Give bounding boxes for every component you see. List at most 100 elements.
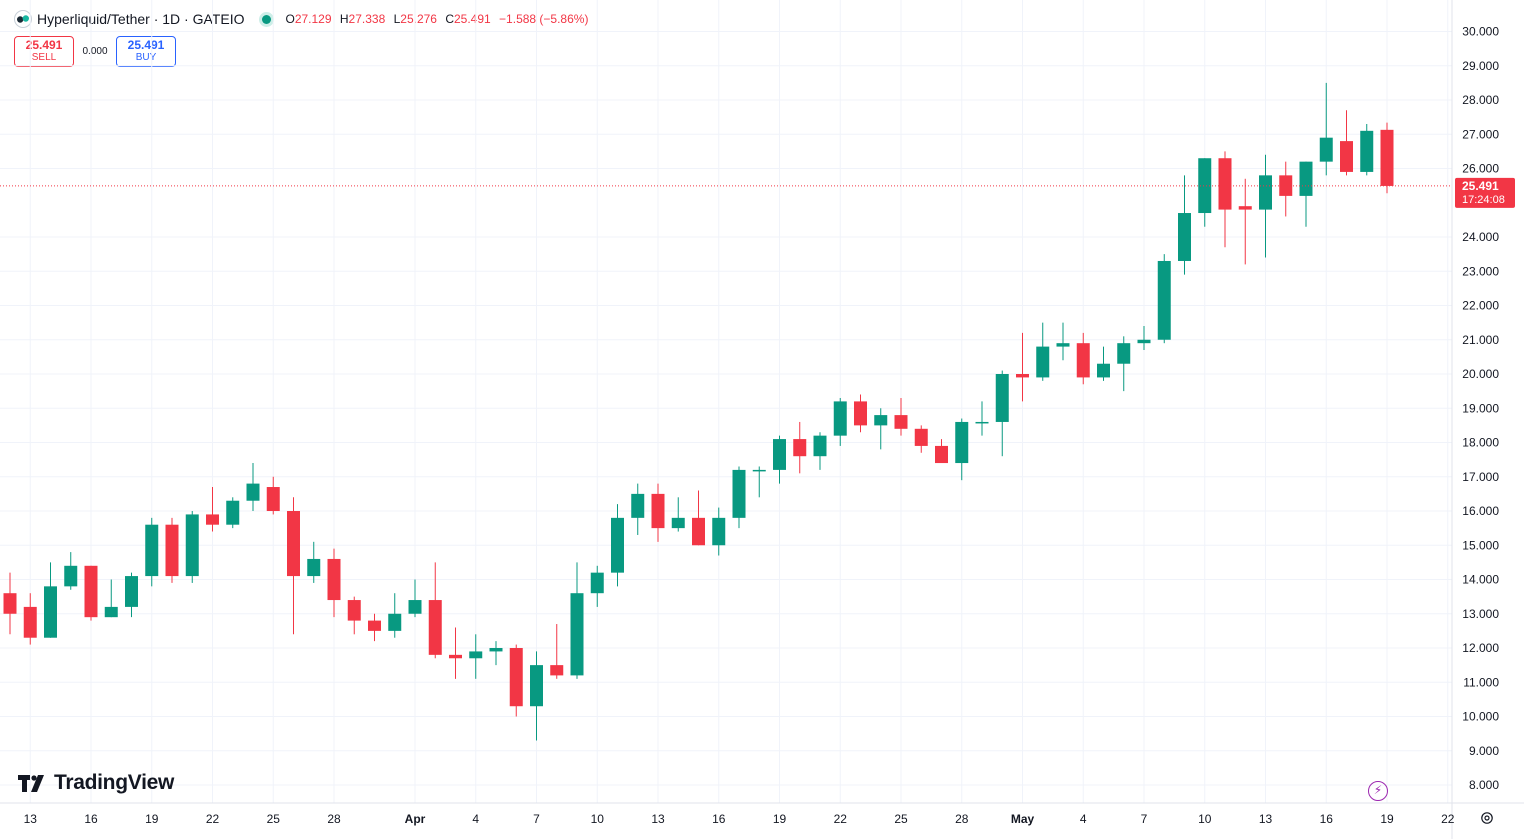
candle	[246, 463, 260, 511]
x-tick-label: 4	[1080, 812, 1087, 826]
candle	[671, 497, 685, 532]
candle-body	[449, 654, 462, 659]
candle-body	[590, 572, 604, 594]
candle-body	[854, 401, 867, 426]
y-tick-label: 20.000	[1462, 367, 1499, 381]
candle-body	[104, 606, 118, 618]
candle-body	[1056, 343, 1070, 347]
candle	[509, 644, 523, 717]
candle-body	[287, 511, 300, 577]
y-tick-label: 28.000	[1462, 93, 1499, 107]
candle-body	[327, 558, 341, 601]
candle-body	[833, 401, 847, 436]
candle-body	[246, 483, 260, 501]
candle-body	[1198, 158, 1212, 214]
candle-body	[874, 415, 888, 426]
x-tick-label: 22	[834, 812, 848, 826]
tradingview-logo[interactable]: TradingView	[18, 771, 174, 795]
candle	[388, 593, 402, 638]
candle-body	[550, 665, 564, 676]
symbol-title[interactable]: Hyperliquid/Tether · 1D · GATEIO	[37, 11, 245, 27]
candle-body	[955, 421, 969, 464]
ohlc-high-label: H	[339, 12, 349, 26]
candle-body	[226, 500, 240, 525]
candle-body	[1157, 260, 1171, 340]
candle-body	[3, 593, 17, 614]
candle-body	[44, 586, 57, 638]
candle	[469, 634, 483, 679]
candle-body	[1380, 129, 1394, 186]
buy-button[interactable]: 25.491 BUY	[116, 36, 176, 67]
candle	[1238, 178, 1252, 265]
candle-body	[368, 620, 381, 631]
candle	[104, 579, 118, 618]
x-tick-label: 4	[472, 812, 479, 826]
last-price-label: 25.491	[1462, 179, 1499, 193]
candle-body	[793, 439, 807, 457]
lightning-icon[interactable]: ⚡	[1368, 781, 1388, 801]
x-tick-label: 22	[206, 812, 220, 826]
y-tick-label: 27.000	[1462, 127, 1499, 141]
x-tick-label: May	[1011, 812, 1035, 826]
tradingview-logo-text: TradingView	[54, 771, 175, 794]
y-tick-label: 26.000	[1462, 162, 1499, 176]
y-tick-label: 9.000	[1469, 744, 1499, 758]
x-tick-label: 16	[1320, 812, 1334, 826]
candle-body	[1340, 141, 1353, 172]
settings-gear-icon[interactable]	[1480, 811, 1494, 825]
candle-body	[530, 665, 543, 707]
candle-body	[64, 565, 78, 587]
bar-countdown-label: 17:24:08	[1462, 194, 1505, 206]
candle-body	[732, 469, 746, 518]
y-tick-label: 17.000	[1462, 470, 1499, 484]
candle	[712, 507, 726, 556]
candle-body	[509, 648, 523, 707]
tradingview-logo-icon	[18, 774, 44, 792]
candle	[44, 562, 57, 638]
candle-body	[671, 517, 685, 529]
candle	[1218, 151, 1232, 248]
candle	[611, 504, 624, 587]
candle-body	[1360, 130, 1374, 172]
market-status-icon[interactable]	[262, 14, 272, 24]
candle-body	[611, 517, 624, 573]
candle	[894, 397, 908, 436]
x-tick-label: 13	[651, 812, 665, 826]
x-tick-label: 10	[1198, 812, 1212, 826]
candle-body	[23, 606, 37, 638]
candle-body	[631, 493, 645, 518]
candle-body	[1097, 363, 1110, 378]
candle	[1319, 82, 1333, 176]
x-tick-label: 28	[327, 812, 341, 826]
candle	[449, 627, 462, 679]
candle	[266, 476, 280, 515]
y-tick-label: 10.000	[1462, 710, 1499, 724]
y-tick-label: 24.000	[1462, 230, 1499, 244]
candle-body	[347, 600, 361, 621]
candle-body	[894, 415, 908, 429]
candle	[651, 483, 665, 542]
candle-body	[165, 524, 179, 577]
candle	[570, 562, 584, 679]
candle	[1279, 161, 1293, 217]
candle-body	[570, 593, 584, 676]
candle-body	[1117, 343, 1131, 364]
candle-body	[1178, 213, 1191, 261]
candle-body	[1238, 206, 1252, 210]
x-tick-label: Apr	[405, 812, 426, 826]
x-tick-label: 28	[955, 812, 969, 826]
x-tick-label: 16	[84, 812, 98, 826]
candle	[550, 624, 564, 679]
sell-button[interactable]: 25.491 SELL	[14, 36, 74, 67]
candle-body	[692, 517, 705, 546]
y-tick-label: 14.000	[1462, 573, 1499, 587]
x-tick-label: 7	[1141, 812, 1148, 826]
y-tick-label: 18.000	[1462, 436, 1499, 450]
x-tick-label: 25	[894, 812, 908, 826]
y-tick-label: 29.000	[1462, 59, 1499, 73]
buy-price: 25.491	[127, 38, 165, 52]
candle	[773, 435, 786, 484]
candle-body	[266, 487, 280, 511]
ohlc-open-label: O	[285, 12, 295, 26]
